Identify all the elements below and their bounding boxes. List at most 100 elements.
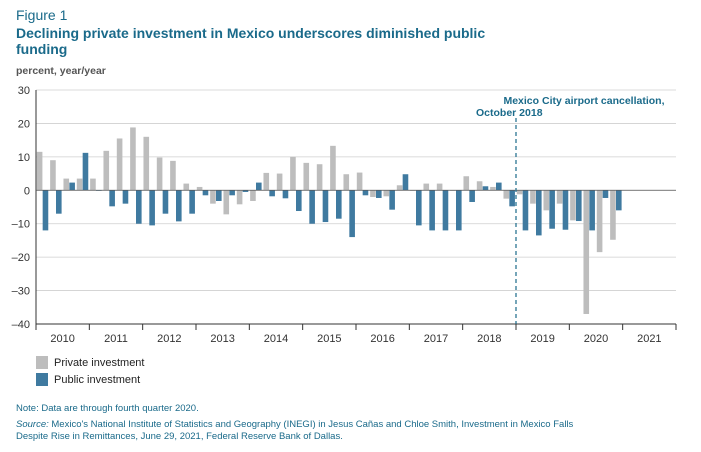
bar-public <box>189 190 195 214</box>
y-axis-units: percent, year/year <box>16 65 106 77</box>
bar-private <box>210 190 216 204</box>
bar-private <box>530 190 536 204</box>
bar-public <box>176 190 182 222</box>
bar-public <box>496 182 502 191</box>
bar-private <box>156 157 163 191</box>
bar-public <box>82 152 89 191</box>
bar-private <box>556 190 563 204</box>
bar-public <box>256 182 262 191</box>
bar-public <box>229 190 235 196</box>
bar-public <box>482 186 489 191</box>
x-tick-label: 2016 <box>370 333 394 345</box>
annotation-text-line2: October 2018 <box>476 107 543 119</box>
y-tick-label: –20 <box>12 252 30 264</box>
bar-public <box>296 190 302 212</box>
bar-private <box>116 138 123 191</box>
bar-private <box>303 162 310 191</box>
bar-private <box>583 190 590 314</box>
bar-private <box>503 190 510 199</box>
bar-public <box>349 190 355 238</box>
bar-public <box>522 190 529 231</box>
bar-public <box>242 190 249 192</box>
bar-public <box>509 190 515 207</box>
bar-private <box>570 190 576 221</box>
bar-private <box>543 190 550 211</box>
bar-public <box>136 190 142 224</box>
bar-private <box>316 164 323 191</box>
x-tick-label: 2013 <box>210 333 234 345</box>
legend-label-private: Private investment <box>54 356 145 369</box>
bar-public <box>456 190 462 231</box>
bar-public <box>269 190 275 197</box>
bar-public <box>562 190 569 230</box>
bar-public <box>376 190 382 198</box>
bar-private <box>130 127 136 191</box>
legend: Private investment Public investment <box>36 354 144 388</box>
bar-public <box>282 190 289 199</box>
x-tick-label: 2012 <box>157 333 181 345</box>
bar-private <box>343 174 350 191</box>
x-tick-label: 2020 <box>584 333 608 345</box>
legend-swatch-public <box>36 373 48 386</box>
x-tick-label: 2015 <box>317 333 341 345</box>
bar-public <box>402 174 409 191</box>
figure-label: Figure 1 <box>16 7 68 23</box>
bar-public <box>536 190 542 236</box>
bar-public <box>429 190 435 231</box>
y-tick-label: –40 <box>12 319 30 331</box>
bar-private <box>370 190 376 197</box>
bar-private <box>196 186 203 191</box>
bar-public <box>122 190 129 204</box>
bar-public <box>109 190 115 207</box>
chart-title: Declining private investment in Mexico u… <box>16 25 486 57</box>
bar-private <box>463 176 470 191</box>
source: Source: Mexico's National Institute of S… <box>16 419 576 443</box>
x-tick-label: 2018 <box>477 333 501 345</box>
bar-private <box>490 186 496 191</box>
y-tick-label: –30 <box>12 286 30 298</box>
x-tick-label: 2021 <box>637 333 661 345</box>
bar-private <box>423 183 430 191</box>
bar-private <box>236 190 243 205</box>
bar-private <box>103 150 110 191</box>
bar-public <box>322 190 329 223</box>
bar-public <box>336 190 342 219</box>
bar-private <box>76 178 83 191</box>
bar-private <box>170 160 176 191</box>
bar-private <box>356 172 363 191</box>
y-tick-label: 0 <box>24 185 30 197</box>
bar-public <box>602 190 609 198</box>
x-tick-label: 2014 <box>264 333 288 345</box>
bar-public <box>216 190 222 201</box>
bar-private <box>516 190 523 195</box>
bar-public <box>416 190 422 226</box>
bar-private <box>143 136 150 191</box>
bar-private <box>36 151 43 191</box>
bar-public <box>309 190 315 224</box>
bar-private <box>476 181 483 191</box>
bar-public <box>589 190 595 231</box>
bar-public <box>442 190 449 231</box>
bar-private <box>223 190 230 215</box>
annotation-text-line1: Mexico City airport cancellation, <box>503 95 664 107</box>
x-tick-label: 2017 <box>424 333 448 345</box>
bar-public <box>56 190 62 214</box>
bar-public <box>469 190 475 202</box>
legend-item-public: Public investment <box>36 371 144 388</box>
source-label: Source: <box>16 419 49 430</box>
bar-public <box>69 182 75 191</box>
legend-item-private: Private investment <box>36 354 144 371</box>
bar-private <box>263 172 270 191</box>
x-tick-label: 2010 <box>50 333 74 345</box>
bar-public <box>202 190 209 196</box>
source-text: Mexico's National Institute of Statistic… <box>16 419 574 442</box>
x-tick-label: 2011 <box>104 333 128 345</box>
bar-private <box>330 145 336 191</box>
bar-public <box>389 190 395 210</box>
legend-label-public: Public investment <box>54 373 141 386</box>
bar-public <box>149 190 155 226</box>
bar-private <box>436 183 443 191</box>
legend-swatch-private <box>36 356 48 369</box>
bar-private <box>290 156 296 191</box>
